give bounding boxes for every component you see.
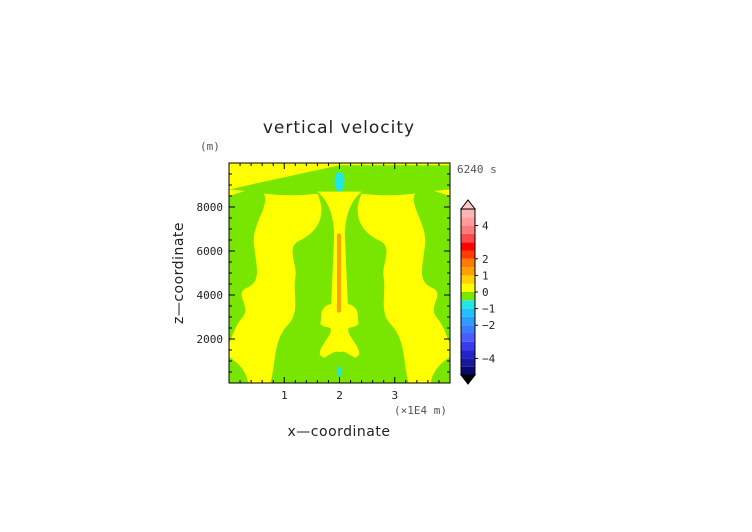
y-axis-label: z—coordinate xyxy=(171,222,187,324)
colorbar-segment xyxy=(461,283,475,292)
colorbar-segment xyxy=(461,333,475,342)
updraft-column xyxy=(336,233,341,313)
colorbar-tick-label: 1 xyxy=(482,269,489,282)
chart-title: vertical velocity xyxy=(263,118,415,138)
downdraft-spot xyxy=(334,171,345,192)
colorbar-tick-label: 2 xyxy=(482,253,489,266)
x-tick-label: 3 xyxy=(391,389,398,402)
colorbar-tick-label: 4 xyxy=(482,220,489,233)
y-tick-label: 6000 xyxy=(197,245,224,258)
colorbar-segment xyxy=(461,341,475,351)
y-tick-label: 4000 xyxy=(197,289,224,302)
colorbar-segment xyxy=(461,358,475,367)
colorbar-segment xyxy=(461,308,475,317)
colorbar-segment xyxy=(461,209,475,218)
y-unit-label: (m) xyxy=(200,140,220,153)
velocity-field xyxy=(229,163,450,383)
negative-lobe xyxy=(229,187,266,344)
colorbar-segment xyxy=(461,217,475,226)
colorbar-segment xyxy=(461,275,475,284)
colorbar-segment xyxy=(461,300,475,309)
x-tick-label: 2 xyxy=(336,389,343,402)
negative-lobe xyxy=(229,356,249,383)
colorbar-tick-label: 0 xyxy=(482,286,489,299)
colorbar-segment xyxy=(461,267,475,276)
colorbar-tick-label: −1 xyxy=(482,303,495,316)
colorbar-tick-label: −4 xyxy=(482,352,496,365)
axes: 1 2 3 2000 4000 6000 8000 xyxy=(197,162,451,402)
colorbar-segment xyxy=(461,366,475,375)
x-tick-label: 1 xyxy=(281,389,288,402)
colorbar-segment xyxy=(461,258,475,268)
time-label: 6240 s xyxy=(457,163,497,176)
negative-lobe xyxy=(430,356,450,383)
colorbar-over-triangle xyxy=(459,199,477,210)
colorbar-segment xyxy=(461,225,475,234)
x-unit-label: (×1E4 m) xyxy=(394,404,447,417)
negative-lobe xyxy=(413,187,450,344)
colorbar-segment xyxy=(461,242,475,251)
colorbar-segment xyxy=(461,325,475,334)
colorbar-segment xyxy=(461,233,475,243)
colorbar-segment xyxy=(461,316,475,326)
colorbar-segment xyxy=(461,292,475,301)
colorbar-segment xyxy=(461,250,475,259)
downdraft-spot xyxy=(337,366,342,377)
colorbar-tick-label: −2 xyxy=(482,319,495,332)
x-axis-label: x—coordinate xyxy=(288,424,391,440)
colorbar-segment xyxy=(461,350,475,359)
colorbar: 4 2 1 0 −1 −2 −4 xyxy=(459,199,496,385)
y-tick-label: 2000 xyxy=(197,333,224,346)
y-tick-label: 8000 xyxy=(197,201,224,214)
colorbar-under-triangle xyxy=(459,374,477,385)
